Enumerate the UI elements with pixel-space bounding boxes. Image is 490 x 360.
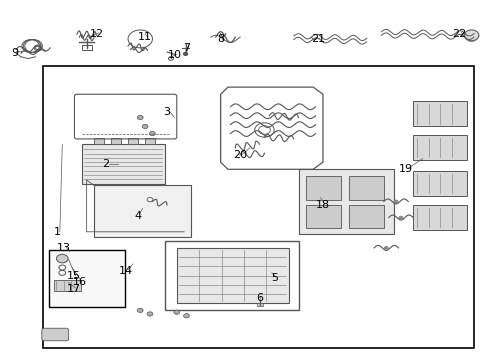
Bar — [413, 205, 466, 230]
Text: 14: 14 — [119, 266, 133, 276]
Text: 5: 5 — [271, 273, 278, 283]
Circle shape — [56, 254, 68, 263]
Text: 18: 18 — [316, 200, 330, 210]
Bar — [413, 171, 466, 196]
Bar — [298, 169, 393, 234]
Bar — [94, 185, 192, 237]
Bar — [82, 45, 93, 50]
Circle shape — [149, 131, 155, 136]
Bar — [413, 135, 466, 160]
Bar — [413, 102, 466, 126]
Text: 17: 17 — [67, 284, 80, 294]
Circle shape — [137, 115, 143, 120]
Text: 15: 15 — [67, 271, 80, 282]
Circle shape — [174, 310, 180, 314]
Bar — [145, 138, 155, 144]
Text: 11: 11 — [138, 32, 152, 42]
Text: 7: 7 — [183, 43, 190, 53]
Text: 13: 13 — [57, 243, 71, 253]
Text: 2: 2 — [102, 159, 110, 169]
Bar — [177, 248, 289, 303]
Text: 12: 12 — [89, 28, 103, 39]
Bar — [306, 205, 341, 228]
Circle shape — [393, 200, 398, 203]
Text: 3: 3 — [164, 107, 171, 117]
Circle shape — [398, 216, 403, 219]
Bar — [43, 66, 474, 348]
Circle shape — [184, 314, 190, 318]
Text: 6: 6 — [256, 293, 263, 303]
Text: 22: 22 — [452, 28, 466, 39]
Bar — [165, 241, 298, 310]
Circle shape — [142, 124, 148, 129]
Bar — [82, 144, 165, 184]
Text: 20: 20 — [233, 150, 247, 160]
Text: 4: 4 — [134, 211, 142, 221]
Text: 19: 19 — [399, 164, 413, 174]
Text: 1: 1 — [54, 227, 61, 237]
Text: 9: 9 — [11, 48, 19, 58]
Circle shape — [147, 312, 153, 316]
Bar — [128, 138, 138, 144]
Bar — [257, 303, 263, 306]
Circle shape — [184, 53, 188, 55]
Bar — [111, 138, 121, 144]
Text: 10: 10 — [168, 50, 181, 60]
Text: 21: 21 — [311, 34, 325, 44]
Bar — [348, 205, 384, 228]
Circle shape — [137, 308, 143, 312]
Circle shape — [464, 30, 479, 41]
Bar — [49, 249, 124, 307]
Bar — [94, 138, 104, 144]
Text: 8: 8 — [217, 34, 224, 44]
Bar — [348, 176, 384, 200]
Text: 16: 16 — [73, 277, 86, 287]
FancyBboxPatch shape — [42, 328, 69, 341]
Bar — [54, 280, 81, 291]
Bar — [306, 176, 341, 200]
Circle shape — [384, 246, 389, 249]
